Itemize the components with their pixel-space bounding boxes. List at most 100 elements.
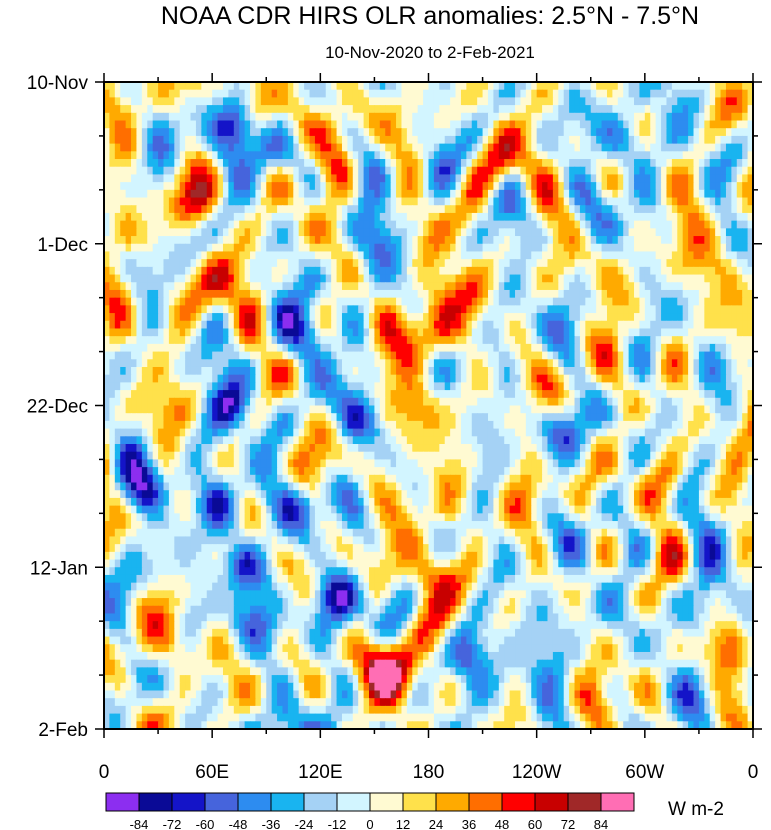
heatmap-cell — [336, 236, 343, 245]
heatmap-cell — [363, 274, 370, 283]
heatmap-cell — [341, 297, 348, 306]
heatmap-cell — [282, 282, 289, 291]
heatmap-cell — [493, 182, 500, 191]
heatmap-cell — [163, 128, 170, 137]
heatmap-cell — [179, 151, 186, 160]
heatmap-cell — [385, 243, 392, 253]
heatmap-cell — [552, 382, 559, 391]
heatmap-cell — [574, 359, 581, 368]
heatmap-cell — [628, 320, 635, 330]
heatmap-cell — [634, 351, 641, 360]
heatmap-cell — [569, 197, 576, 206]
heatmap-cell — [331, 197, 338, 206]
heatmap-cell — [655, 359, 662, 368]
heatmap-cell — [661, 313, 668, 322]
heatmap-cell — [531, 228, 538, 237]
heatmap-cell — [325, 135, 332, 145]
heatmap-cell — [309, 135, 316, 145]
heatmap-cell — [131, 382, 138, 391]
heatmap-cell — [152, 251, 159, 260]
heatmap-cell — [195, 236, 202, 245]
heatmap-cell — [428, 112, 435, 122]
heatmap-cell — [222, 236, 229, 245]
heatmap-cell — [401, 220, 408, 229]
heatmap-cell — [661, 112, 668, 122]
heatmap-cell — [439, 151, 446, 160]
heatmap-cell — [417, 243, 424, 253]
heatmap-cell — [168, 236, 175, 245]
heatmap-cell — [331, 128, 338, 137]
heatmap-cell — [428, 343, 435, 353]
heatmap-cell — [266, 166, 273, 176]
heatmap-cell — [444, 282, 451, 291]
heatmap-cell — [260, 166, 267, 176]
heatmap-cell — [352, 120, 359, 129]
heatmap-cell — [466, 159, 473, 168]
heatmap-cell — [639, 251, 646, 260]
heatmap-cell — [212, 151, 219, 160]
heatmap-cell — [644, 351, 651, 360]
heatmap-cell — [720, 374, 727, 383]
heatmap-cell — [114, 289, 121, 299]
heatmap-cell — [331, 313, 338, 322]
heatmap-cell — [671, 382, 678, 391]
heatmap-cell — [569, 390, 576, 399]
heatmap-cell — [358, 336, 365, 345]
heatmap-cell — [536, 382, 543, 391]
heatmap-cell — [493, 313, 500, 322]
heatmap-cell — [190, 259, 197, 268]
heatmap-cell — [309, 382, 316, 391]
heatmap-cell — [158, 289, 165, 299]
heatmap-cell — [152, 151, 159, 160]
heatmap-cell — [704, 97, 711, 106]
heatmap-cell — [320, 374, 327, 383]
heatmap-cell — [396, 320, 403, 330]
heatmap-cell — [304, 166, 311, 176]
heatmap-cell — [666, 197, 673, 206]
heatmap-cell — [379, 220, 386, 229]
heatmap-cell — [644, 151, 651, 160]
heatmap-cell — [498, 382, 505, 391]
heatmap-cell — [585, 174, 592, 183]
heatmap-cell — [266, 120, 273, 129]
heatmap-cell — [244, 397, 251, 407]
heatmap-cell — [179, 220, 186, 229]
heatmap-cell — [120, 189, 127, 199]
heatmap-cell — [363, 297, 370, 306]
heatmap-cell — [487, 274, 494, 283]
heatmap-cell — [228, 189, 235, 199]
heatmap-cell — [547, 359, 554, 368]
heatmap-cell — [715, 89, 722, 98]
heatmap-cell — [639, 382, 646, 391]
heatmap-cell — [747, 220, 754, 229]
heatmap-cell — [498, 197, 505, 206]
heatmap-cell — [239, 159, 246, 168]
heatmap-cell — [552, 305, 559, 314]
heatmap-cell — [287, 374, 294, 383]
heatmap-cell — [277, 151, 284, 160]
heatmap-cell — [185, 197, 192, 206]
heatmap-cell — [574, 251, 581, 260]
heatmap-cell — [163, 305, 170, 314]
heatmap-cell — [693, 320, 700, 330]
heatmap-cell — [379, 351, 386, 360]
heatmap-cell — [536, 282, 543, 291]
heatmap-cell — [542, 82, 549, 91]
heatmap-cell — [547, 197, 554, 206]
heatmap-cell — [250, 143, 257, 152]
heatmap-cell — [574, 297, 581, 306]
heatmap-cell — [671, 105, 678, 114]
heatmap-cell — [158, 266, 165, 276]
heatmap-cell — [590, 313, 597, 322]
heatmap-cell — [412, 128, 419, 137]
heatmap-cell — [341, 82, 348, 91]
heatmap-cell — [693, 189, 700, 199]
heatmap-cell — [195, 274, 202, 283]
heatmap-cell — [471, 212, 478, 222]
heatmap-cell — [515, 366, 522, 376]
heatmap-cell — [655, 120, 662, 129]
heatmap-cell — [255, 297, 262, 306]
heatmap-cell — [720, 197, 727, 206]
heatmap-cell — [260, 205, 267, 214]
heatmap-cell — [250, 151, 257, 160]
